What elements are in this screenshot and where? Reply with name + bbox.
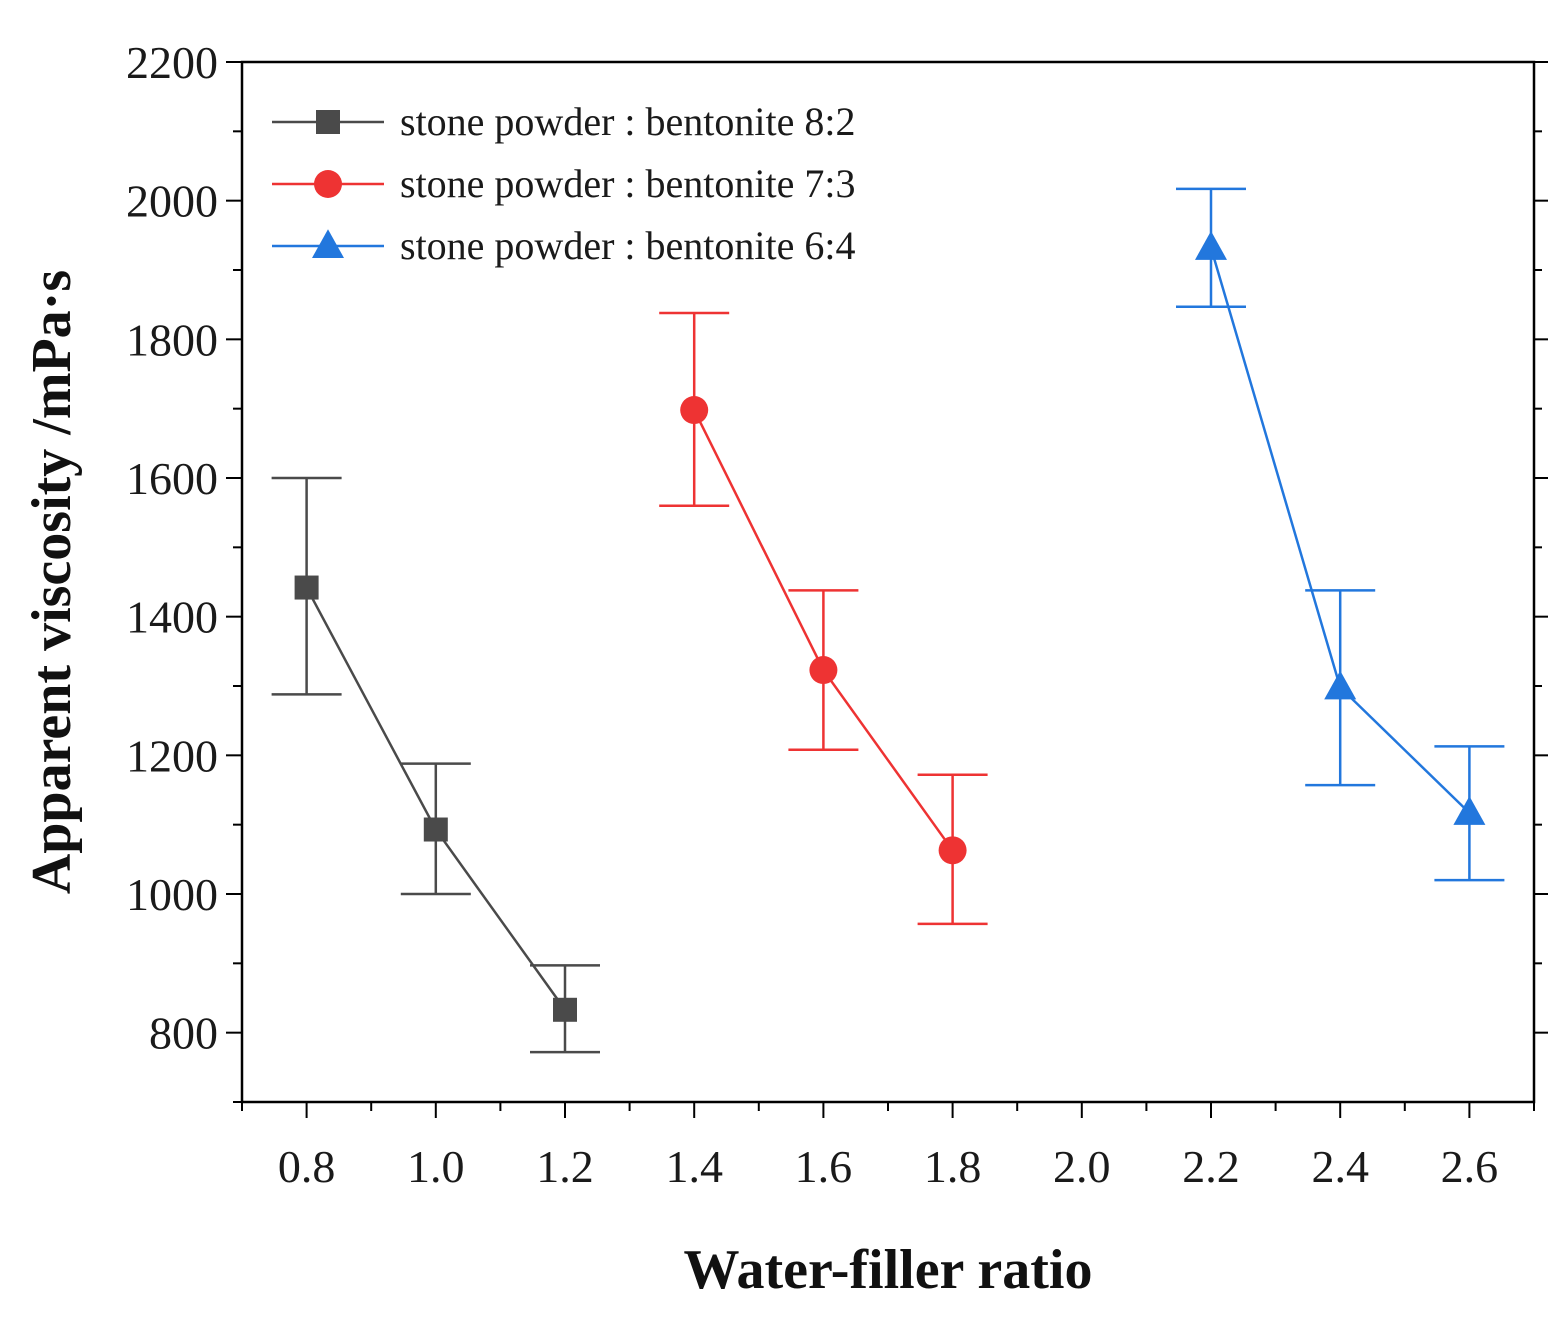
data-point-2-2 [809,656,838,685]
x-tick-label-0.8: 0.8 [278,1141,336,1192]
series-layer [271,187,1505,1054]
legend-marker-3 [312,229,344,258]
data-point-2-3 [938,836,967,865]
series-3 [1176,187,1505,882]
series-2 [659,311,988,926]
legend-marker-2 [314,170,342,198]
x-axis-title: Water-filler ratio [684,1239,1093,1301]
data-point-3-3 [1453,796,1486,825]
legend: stone powder : bentonite 8:2 stone powder… [272,99,855,268]
data-point-1-1 [294,575,319,600]
y-tick-label-800: 800 [149,1008,218,1059]
plot-frame [240,60,1536,1104]
legend-label-3: stone powder : bentonite 6:4 [400,223,855,268]
x-tick-label-2.6: 2.6 [1441,1141,1499,1192]
x-tick-label-2.0: 2.0 [1053,1141,1111,1192]
series-1 [271,476,600,1054]
y-tick-label-1000: 1000 [126,869,218,920]
x-axis: 0.8 1.0 1.2 1.4 1.6 1.8 2.0 2.2 2.4 2.6 [241,1102,1535,1192]
y-tick-label-2000: 2000 [126,176,218,227]
data-point-1-2 [423,817,448,842]
y-axis-title: Apparent viscosity /mPa·s [21,270,83,894]
data-point-1-3 [553,997,577,1022]
data-point-3-2 [1324,670,1357,700]
y-tick-label-1400: 1400 [126,592,218,643]
legend-label-2: stone powder : bentonite 7:3 [400,161,855,206]
x-tick-label-1.6: 1.6 [795,1141,853,1192]
x-tick-label-1.0: 1.0 [407,1141,465,1192]
y-tick-label-1200: 1200 [126,730,218,781]
data-point-2-1 [680,396,709,425]
x-tick-label-2.2: 2.2 [1182,1141,1240,1192]
legend-marker-1 [316,110,340,134]
data-point-3-1 [1195,231,1227,260]
y-tick-label-2200: 2200 [126,37,218,88]
x-tick-label-1.8: 1.8 [924,1141,982,1192]
x-tick-label-1.4: 1.4 [665,1141,723,1192]
y-tick-label-1800: 1800 [126,314,218,365]
x-tick-label-2.4: 2.4 [1311,1141,1369,1192]
legend-label-1: stone powder : bentonite 8:2 [400,99,855,144]
y-tick-label-1600: 1600 [126,453,218,504]
y-axis: 800 1000 1200 1400 1600 1800 2000 2200 [126,37,1548,1103]
x-tick-label-1.2: 1.2 [536,1141,594,1192]
